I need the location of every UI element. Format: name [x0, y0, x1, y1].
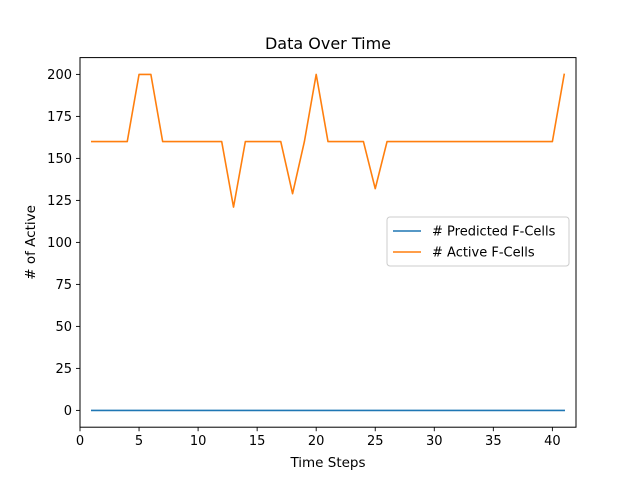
y-tick-label: 25 — [55, 362, 72, 377]
y-tick-label: 0 — [64, 404, 72, 419]
x-tick-label: 40 — [544, 434, 561, 449]
x-tick-label: 10 — [190, 434, 207, 449]
y-tick-label: 125 — [47, 194, 72, 209]
series-layer — [91, 73, 566, 412]
y-axis-ticks: 0 25 50 75 100 125 150 175 200 — [47, 68, 80, 419]
x-tick-label: 15 — [249, 434, 266, 449]
y-tick-label: 100 — [47, 236, 72, 251]
y-tick-label: 200 — [47, 68, 72, 83]
legend-label-2: # Active F-Cells — [432, 246, 535, 261]
x-tick-label: 30 — [426, 434, 443, 449]
x-tick-label: 35 — [485, 434, 502, 449]
series-line-2 — [91, 73, 566, 208]
y-tick-label: 75 — [55, 278, 72, 293]
y-tick-label: 50 — [55, 320, 72, 335]
x-tick-label: 20 — [308, 434, 325, 449]
y-axis-label: # of Active — [23, 205, 39, 280]
y-tick-label: 175 — [47, 110, 72, 125]
y-tick-label: 150 — [47, 152, 72, 167]
x-axis-label: Time Steps — [289, 455, 365, 471]
x-tick-label: 0 — [76, 434, 84, 449]
chart-title: Data Over Time — [265, 34, 391, 53]
legend-box — [386, 216, 570, 267]
legend: # Predicted F-Cells # Active F-Cells — [386, 216, 570, 267]
x-tick-label: 5 — [135, 434, 143, 449]
x-axis-ticks: 0 5 10 15 20 25 30 35 40 — [76, 427, 561, 449]
legend-label-1: # Predicted F-Cells — [432, 225, 556, 240]
x-tick-label: 25 — [367, 434, 384, 449]
